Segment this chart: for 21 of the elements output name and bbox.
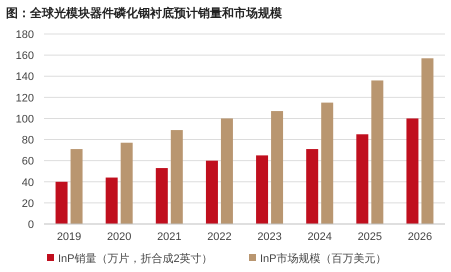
ytick: 100 — [16, 113, 34, 126]
title: 图：全球光模块器件磷化铟衬底预计销量和市场规模 — [6, 6, 282, 20]
legend-label: InP销量（万片，折合成2英寸） — [58, 252, 213, 265]
legend-label: InP市场规模（百万美元） — [260, 252, 387, 265]
ytick: 20 — [22, 198, 34, 210]
xtick: 2020 — [106, 231, 132, 243]
ytick: 120 — [16, 92, 34, 104]
xtick: 2025 — [358, 231, 382, 243]
xtick: 2022 — [207, 231, 232, 243]
ytick: 0 — [28, 219, 34, 231]
xtick: 2026 — [408, 231, 432, 243]
ytick: 160 — [16, 50, 34, 62]
ytick: 140 — [16, 71, 34, 84]
xtick: 2023 — [257, 231, 282, 243]
xtick: 2021 — [157, 231, 182, 243]
xtick: 2024 — [307, 231, 332, 243]
ytick: 40 — [22, 176, 34, 189]
ytick: 60 — [22, 156, 34, 168]
ytick: 180 — [16, 29, 34, 41]
xtick: 2019 — [56, 231, 82, 243]
ytick: 80 — [22, 134, 34, 147]
